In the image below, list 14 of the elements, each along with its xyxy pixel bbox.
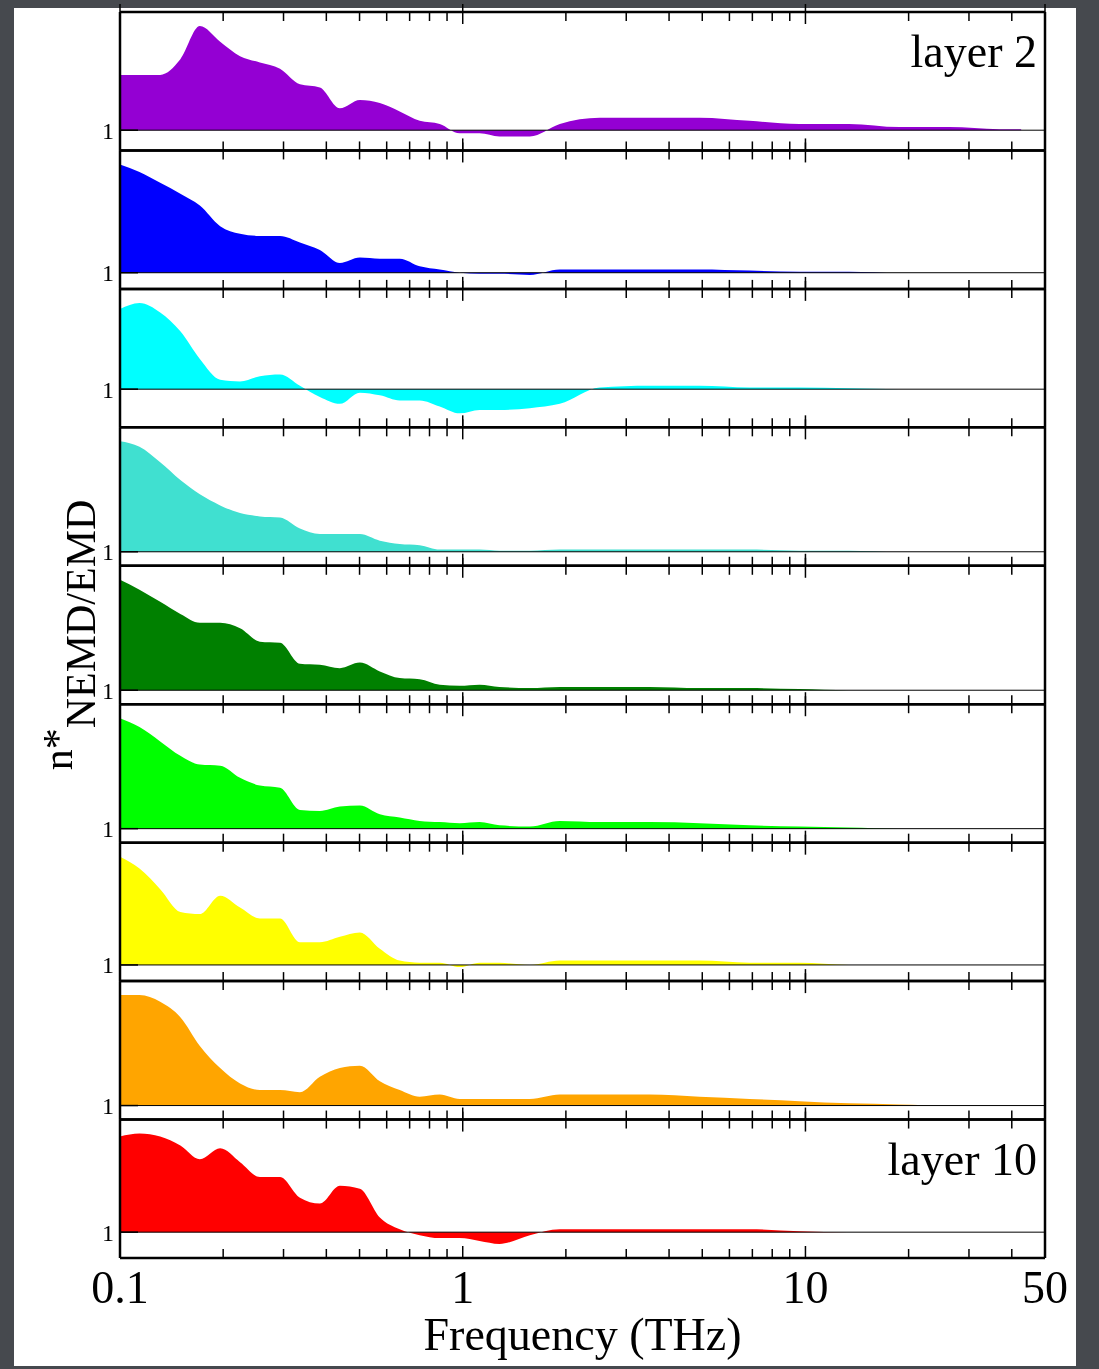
- x-tick-label: 10: [782, 1262, 829, 1313]
- text: 1: [102, 677, 114, 704]
- text: 1: [102, 539, 114, 566]
- text: 1: [102, 1092, 114, 1119]
- x-tick-label: 50: [1022, 1262, 1068, 1313]
- text: 1: [102, 816, 114, 843]
- text: 1: [102, 376, 114, 403]
- text: 1: [102, 117, 114, 144]
- text: 1: [102, 1219, 114, 1246]
- text: 1: [102, 952, 114, 979]
- annotation: layer 10: [887, 1133, 1037, 1185]
- x-tick-label: 0.1: [91, 1262, 149, 1313]
- text: 1: [102, 260, 114, 287]
- annotation: layer 2: [910, 26, 1037, 77]
